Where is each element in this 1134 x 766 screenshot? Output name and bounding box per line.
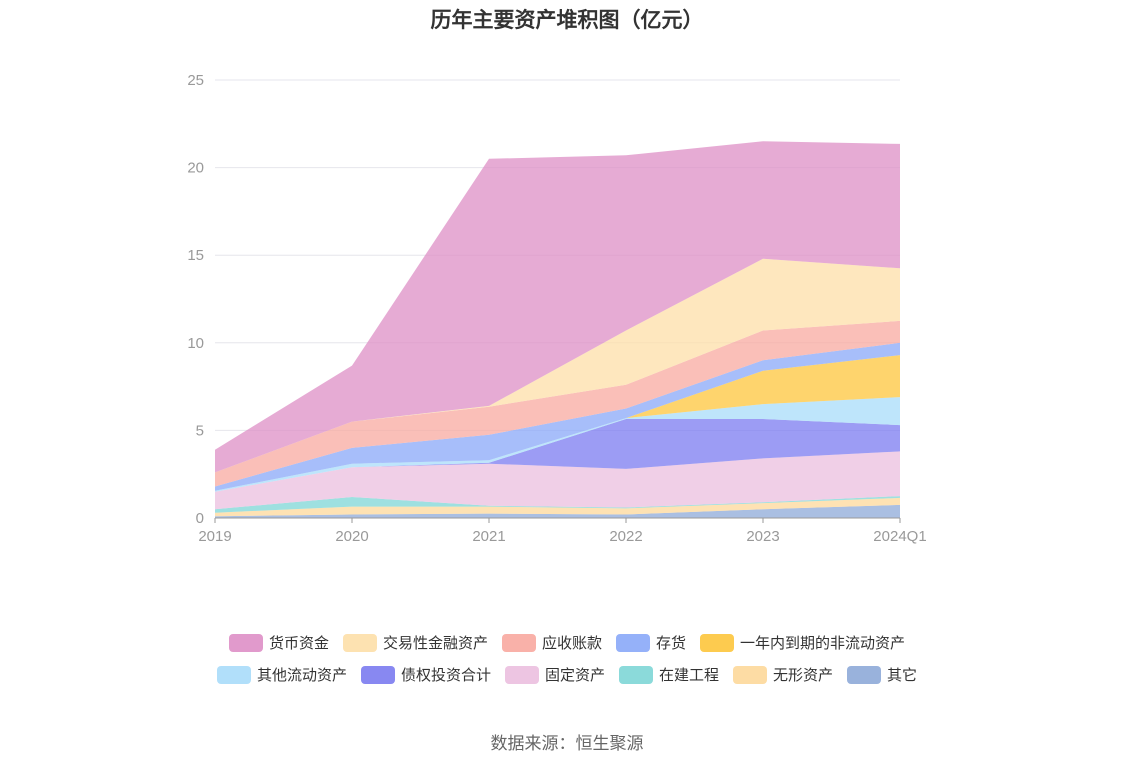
legend-item[interactable]: 其他流动资产 — [217, 666, 347, 684]
legend-label: 其它 — [887, 666, 917, 684]
y-tick-label: 0 — [196, 510, 204, 527]
area-series[interactable] — [215, 397, 900, 492]
legend-item[interactable]: 在建工程 — [619, 666, 719, 684]
legend-label: 应收账款 — [542, 634, 602, 652]
legend-label: 无形资产 — [773, 667, 833, 684]
legend-swatch — [619, 666, 653, 684]
legend-swatch — [733, 666, 767, 684]
legend-item[interactable]: 存货 — [616, 634, 686, 652]
x-tick-label: 2024Q1 — [873, 528, 926, 545]
area-series[interactable] — [215, 141, 900, 473]
legend-label: 债权投资合计 — [401, 667, 491, 684]
legend-swatch — [700, 634, 734, 652]
legend-item[interactable]: 货币资金 — [229, 634, 329, 652]
y-tick-label: 15 — [187, 247, 204, 264]
legend-item[interactable]: 交易性金融资产 — [343, 634, 488, 652]
legend-item[interactable]: 无形资产 — [733, 666, 833, 684]
legend-swatch — [229, 634, 263, 652]
legend-label: 在建工程 — [659, 667, 719, 684]
legend-item[interactable]: 债权投资合计 — [361, 666, 491, 684]
axes: 0 5 10 15 20 25 2019 2020 2021 2022 2023 2024Q1 — [187, 72, 926, 545]
legend-label: 货币资金 — [269, 635, 329, 652]
area-series[interactable] — [215, 419, 900, 492]
legend-item[interactable]: 应收账款 — [502, 634, 602, 652]
area-series[interactable] — [215, 497, 900, 517]
legend-swatch — [217, 666, 251, 684]
area-series[interactable] — [215, 355, 900, 491]
legend-label: 其他流动资产 — [257, 667, 347, 684]
data-source-note: 数据来源：恒生聚源 — [490, 734, 644, 753]
area-series[interactable] — [215, 320, 900, 487]
legend-label: 一年内到期的非流动资产 — [740, 635, 905, 652]
legend-item[interactable]: 固定资产 — [505, 666, 605, 684]
area-series[interactable] — [215, 496, 900, 513]
y-tick-label: 10 — [187, 335, 204, 352]
x-tick-label: 2021 — [472, 528, 505, 545]
chart-title: 历年主要资产堆积图（亿元） — [430, 9, 704, 32]
legend-swatch — [505, 666, 539, 684]
x-tick-label: 2019 — [198, 528, 231, 545]
legend-swatch — [502, 634, 536, 652]
legend-label: 固定资产 — [545, 667, 605, 684]
area-series[interactable] — [215, 258, 900, 473]
legend-swatch — [361, 666, 395, 684]
area-series[interactable] — [215, 504, 900, 518]
area-series[interactable] — [215, 342, 900, 491]
y-tick-label: 20 — [187, 160, 204, 177]
legend-label: 存货 — [656, 635, 686, 652]
legend-swatch — [847, 666, 881, 684]
legend-swatch — [343, 634, 377, 652]
legend-item[interactable]: 其它 — [847, 666, 917, 684]
legend-swatch — [616, 634, 650, 652]
x-tick-label: 2020 — [335, 528, 368, 545]
area-series-group — [215, 141, 900, 518]
x-tick-label: 2023 — [746, 528, 779, 545]
area-series[interactable] — [215, 451, 900, 510]
legend-item[interactable]: 一年内到期的非流动资产 — [700, 634, 905, 652]
y-tick-label: 5 — [196, 422, 204, 439]
x-tick-label: 2022 — [609, 528, 642, 545]
legend-label: 交易性金融资产 — [383, 634, 488, 652]
y-tick-label: 25 — [187, 72, 204, 89]
